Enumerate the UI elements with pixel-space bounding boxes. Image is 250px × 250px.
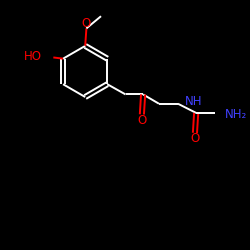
Text: HO: HO — [24, 50, 42, 63]
Text: O: O — [137, 114, 146, 127]
Text: NH₂: NH₂ — [224, 108, 247, 121]
Text: O: O — [82, 16, 91, 30]
Text: NH: NH — [185, 95, 203, 108]
Text: O: O — [190, 132, 200, 145]
